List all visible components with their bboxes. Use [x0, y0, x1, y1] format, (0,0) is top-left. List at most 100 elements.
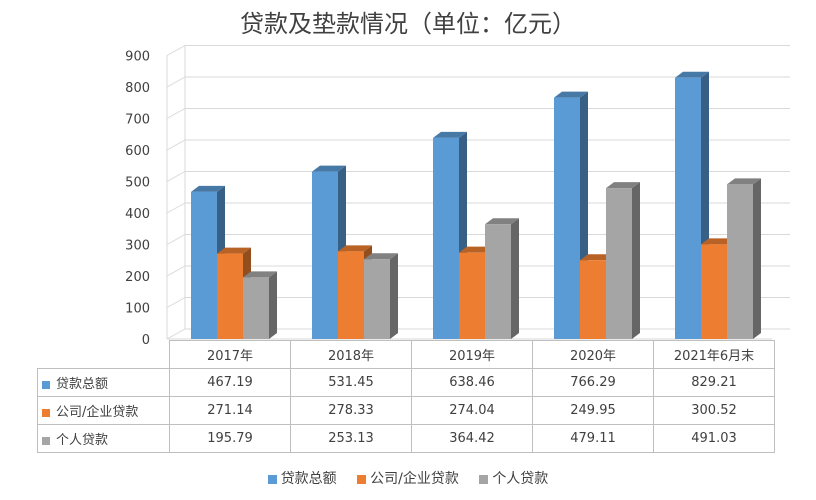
bar-top	[606, 182, 640, 189]
y-tick-label: 700	[125, 113, 150, 128]
bar-front	[606, 188, 632, 339]
bar-top	[727, 178, 761, 185]
data-value: 253.13	[290, 424, 412, 453]
legend-swatch	[357, 474, 367, 484]
table-row: 公司/企业贷款 271.14 278.33 274.04 249.95 300.…	[37, 396, 775, 425]
legend-swatch	[479, 474, 489, 484]
data-value: 491.03	[653, 424, 775, 453]
gridline-depth	[166, 171, 186, 182]
data-table: 2017年 2018年 2019年 2020年 2021年6月末 贷款总额 46…	[37, 340, 775, 453]
gridline-depth	[166, 202, 186, 214]
legend-entry: 贷款总额	[267, 468, 337, 488]
table-corner	[37, 340, 170, 369]
table-header-row: 2017年 2018年 2019年 2020年 2021年6月末	[37, 340, 775, 369]
gridline-depth	[166, 265, 186, 277]
bar-front	[243, 277, 269, 339]
series-name: 个人贷款	[56, 433, 109, 448]
bar-top	[580, 254, 614, 261]
bar-side	[753, 178, 761, 339]
table-row: 贷款总额 467.19 531.45 638.46 766.29 829.21	[37, 368, 775, 397]
bar	[675, 71, 709, 339]
category-label: 2019年	[411, 340, 533, 369]
y-tick-label: 900	[125, 50, 150, 65]
bar	[727, 178, 761, 339]
bar-front	[433, 137, 459, 339]
bar-top	[675, 71, 709, 78]
bar-front	[338, 251, 364, 339]
data-value: 278.33	[290, 396, 412, 425]
data-value: 364.42	[411, 424, 533, 453]
bar-front	[727, 184, 753, 339]
data-value: 467.19	[169, 368, 291, 397]
bar-front	[459, 252, 485, 339]
legend-label: 贷款总额	[280, 471, 337, 487]
bar-top	[459, 246, 493, 253]
bar-top	[701, 238, 735, 245]
bar-top	[485, 218, 519, 225]
y-tick-label: 600	[125, 144, 150, 159]
legend-entry: 个人贷款	[479, 468, 548, 488]
data-value: 531.45	[290, 368, 412, 397]
bar-side	[511, 218, 519, 339]
gridline-depth	[166, 297, 186, 308]
data-value: 479.11	[532, 424, 654, 453]
gridline-depth	[166, 328, 186, 340]
bar-top	[554, 91, 588, 98]
data-value: 249.95	[532, 396, 654, 425]
series-swatch	[42, 436, 50, 445]
series-name: 公司/企业贷款	[56, 405, 139, 420]
legend-entry: 公司/企业贷款	[357, 468, 459, 488]
legend-label: 个人贷款	[492, 471, 549, 487]
bar	[485, 218, 519, 339]
chart-plot: 0 100 200 300 400 500 600 700 800 900	[125, 45, 790, 345]
bar-top	[312, 165, 346, 172]
legend-swatch	[267, 474, 277, 484]
y-tick-label: 100	[125, 302, 150, 317]
category-label: 2021年6月末	[653, 340, 775, 369]
y-tick-label: 400	[125, 207, 150, 222]
data-value: 195.79	[169, 424, 291, 453]
y-tick-label: 500	[125, 176, 150, 191]
bar-front	[191, 191, 217, 339]
bar	[243, 271, 277, 339]
category-label: 2017年	[169, 340, 291, 369]
data-value: 829.21	[653, 368, 775, 397]
bar-front	[554, 97, 580, 339]
gridline-depth	[166, 76, 186, 88]
bar-front	[312, 171, 338, 339]
series-label: 个人贷款	[37, 424, 170, 453]
bar-front	[580, 260, 606, 339]
bar-side	[390, 253, 398, 339]
bar-top	[191, 185, 225, 192]
bar-top	[364, 253, 398, 260]
bar-front	[364, 259, 390, 339]
data-value: 271.14	[169, 396, 291, 425]
y-tick-label: 0	[142, 333, 150, 345]
legend: 贷款总额 公司/企业贷款 个人贷款	[0, 468, 816, 488]
bar-side	[269, 271, 277, 339]
data-value: 638.46	[411, 368, 533, 397]
category-label: 2020年	[532, 340, 654, 369]
y-tick-label: 200	[125, 270, 150, 285]
bar-front	[485, 224, 511, 339]
table-row: 个人贷款 195.79 253.13 364.42 479.11 491.03	[37, 424, 775, 453]
series-swatch	[42, 408, 50, 417]
bar	[606, 182, 640, 339]
category-label: 2018年	[290, 340, 412, 369]
chart-title: 贷款及垫款情况（单位：亿元）	[240, 10, 576, 38]
gridline-depth	[166, 45, 186, 56]
data-value: 766.29	[532, 368, 654, 397]
gridline-depth	[166, 108, 186, 119]
series-label: 贷款总额	[37, 368, 170, 397]
gridline-depth	[166, 139, 186, 151]
bar-top	[217, 247, 251, 254]
bar-front	[701, 244, 727, 339]
y-tick-label: 300	[125, 239, 150, 254]
legend-label: 公司/企业贷款	[370, 471, 459, 487]
bar-side	[632, 182, 640, 339]
bar-front	[675, 77, 701, 339]
bar-top	[338, 245, 372, 252]
data-value: 300.52	[653, 396, 775, 425]
data-value: 274.04	[411, 396, 533, 425]
y-tick-label: 800	[125, 81, 150, 96]
